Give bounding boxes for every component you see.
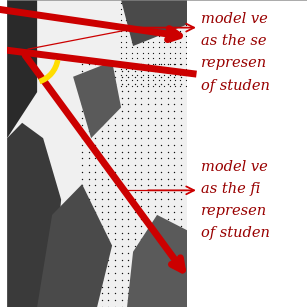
Text: represen: represen — [200, 56, 267, 71]
Text: of studen: of studen — [200, 79, 270, 93]
Text: as the fi: as the fi — [200, 182, 260, 196]
Polygon shape — [121, 0, 187, 46]
Polygon shape — [73, 61, 121, 138]
Polygon shape — [37, 184, 112, 307]
Polygon shape — [127, 215, 187, 307]
Polygon shape — [7, 0, 37, 138]
Bar — [7, 0, 187, 307]
Polygon shape — [7, 123, 61, 307]
Text: model ve: model ve — [200, 12, 267, 26]
Text: of studen: of studen — [200, 226, 270, 240]
Text: as the se: as the se — [200, 34, 266, 49]
Text: model ve: model ve — [200, 160, 267, 174]
Text: represen: represen — [200, 204, 267, 218]
Bar — [187, 0, 307, 307]
